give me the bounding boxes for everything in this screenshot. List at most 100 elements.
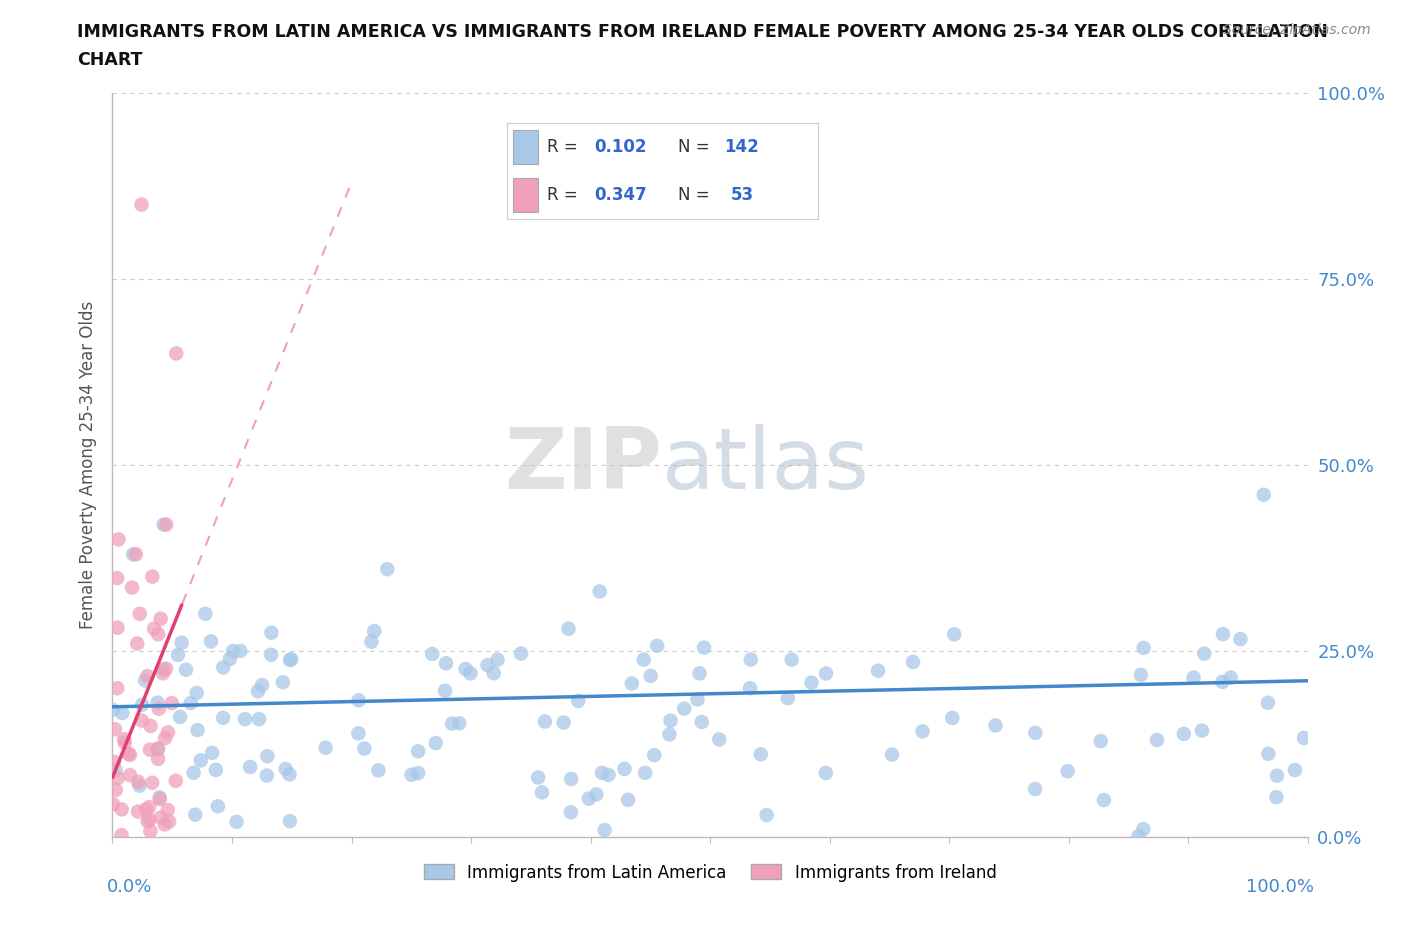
Point	[1212, 627, 1234, 642]
Point	[1292, 731, 1315, 746]
Point	[420, 646, 443, 661]
Point	[167, 647, 190, 662]
Point	[225, 815, 247, 830]
Point	[1257, 696, 1279, 711]
Point	[589, 584, 612, 599]
Point	[141, 569, 163, 584]
Point	[118, 748, 141, 763]
Point	[1229, 631, 1251, 646]
Point	[578, 791, 600, 806]
Point	[353, 741, 375, 756]
Point	[406, 744, 429, 759]
Point	[1092, 792, 1115, 807]
Point	[250, 678, 273, 693]
Point	[693, 640, 716, 655]
Point	[534, 714, 557, 729]
Point	[146, 627, 169, 642]
Point	[114, 735, 136, 750]
Text: CHART: CHART	[77, 51, 143, 69]
Point	[165, 346, 187, 361]
Point	[557, 621, 579, 636]
Point	[139, 742, 162, 757]
Point	[425, 736, 447, 751]
Point	[347, 725, 370, 740]
Point	[1146, 733, 1168, 748]
Point	[454, 661, 477, 676]
Point	[183, 765, 205, 780]
Point	[152, 662, 174, 677]
Point	[222, 644, 245, 658]
Point	[156, 803, 179, 817]
Point	[401, 767, 423, 782]
Point	[239, 760, 262, 775]
Point	[118, 767, 141, 782]
Point	[111, 706, 134, 721]
Point	[673, 701, 696, 716]
Point	[127, 636, 149, 651]
Legend: Immigrants from Latin America, Immigrants from Ireland: Immigrants from Latin America, Immigrant…	[418, 857, 1002, 888]
Point	[686, 692, 709, 707]
Text: 100.0%: 100.0%	[1246, 878, 1313, 896]
Point	[640, 669, 662, 684]
Point	[375, 562, 398, 577]
Point	[101, 797, 124, 812]
Point	[1191, 724, 1213, 738]
Point	[260, 625, 283, 640]
Point	[105, 571, 128, 586]
Point	[643, 748, 665, 763]
Point	[125, 547, 148, 562]
Text: atlas: atlas	[662, 423, 870, 507]
Point	[880, 747, 903, 762]
Point	[634, 765, 657, 780]
Point	[146, 696, 169, 711]
Point	[560, 772, 582, 787]
Point	[347, 693, 370, 708]
Point	[186, 723, 208, 737]
Point	[738, 681, 761, 696]
Point	[229, 644, 252, 658]
Point	[434, 656, 457, 671]
Point	[103, 754, 125, 769]
Point	[152, 666, 174, 681]
Point	[567, 694, 589, 709]
Point	[149, 791, 172, 806]
Point	[1182, 671, 1205, 685]
Point	[212, 660, 235, 675]
Point	[169, 710, 191, 724]
Point	[1194, 646, 1216, 661]
Point	[128, 606, 150, 621]
Point	[280, 652, 302, 667]
Point	[131, 197, 153, 212]
Point	[486, 652, 509, 667]
Point	[1284, 763, 1306, 777]
Point	[194, 606, 217, 621]
Point	[585, 787, 607, 802]
Point	[110, 828, 132, 843]
Point	[107, 771, 129, 786]
Point	[1024, 725, 1046, 740]
Point	[1253, 487, 1275, 502]
Point	[155, 661, 177, 676]
Point	[780, 652, 803, 667]
Point	[1128, 829, 1150, 844]
Point	[689, 666, 711, 681]
Point	[190, 753, 212, 768]
Point	[274, 762, 297, 777]
Point	[200, 634, 222, 649]
Point	[633, 652, 655, 667]
Point	[134, 673, 156, 688]
Point	[690, 714, 713, 729]
Point	[1024, 781, 1046, 796]
Point	[121, 580, 143, 595]
Point	[1129, 668, 1152, 683]
Point	[315, 740, 337, 755]
Point	[591, 765, 613, 780]
Point	[482, 666, 505, 681]
Point	[1132, 641, 1154, 656]
Point	[477, 658, 499, 672]
Point	[160, 696, 183, 711]
Point	[107, 532, 129, 547]
Point	[530, 785, 553, 800]
Point	[146, 742, 169, 757]
Point	[127, 804, 149, 819]
